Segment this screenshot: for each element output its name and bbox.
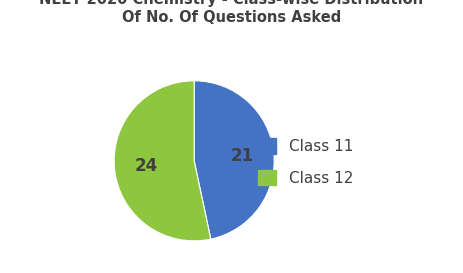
Legend: Class 11, Class 12: Class 11, Class 12: [252, 132, 359, 192]
Text: 21: 21: [231, 147, 253, 165]
Text: 24: 24: [135, 157, 158, 175]
Wedge shape: [114, 81, 211, 241]
Title: NEET 2020 Chemistry - Class-wise Distribution
Of No. Of Questions Asked: NEET 2020 Chemistry - Class-wise Distrib…: [39, 0, 424, 25]
Wedge shape: [194, 81, 274, 239]
